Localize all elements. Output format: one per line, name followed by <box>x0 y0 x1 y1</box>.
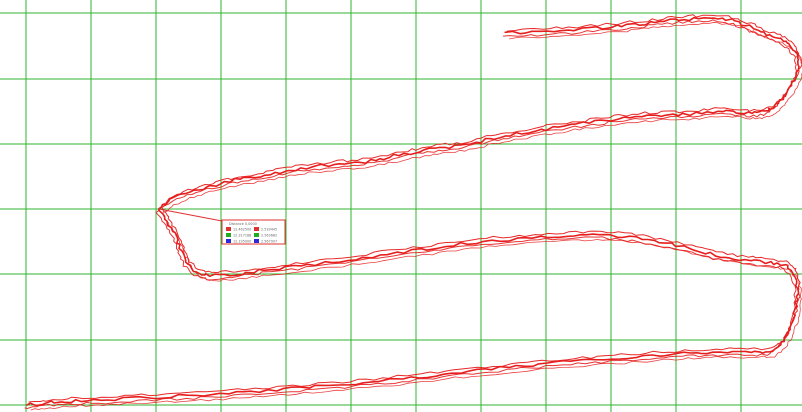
callout-box <box>221 219 286 245</box>
callout-value-2: 2.539445 <box>261 227 277 231</box>
trajectory-traces <box>24 14 802 411</box>
trajectory-trace-3 <box>24 19 798 409</box>
info-callout[interactable]: Distance 0.0000 12.462500 2.539445 12.3171… <box>158 208 286 245</box>
callout-value-6: 2.567007 <box>261 239 277 243</box>
callout-title: Distance 0.0000 <box>229 222 257 226</box>
callout-swatch-6 <box>254 239 259 243</box>
callout-value-1: 12.462500 <box>233 227 251 231</box>
trajectory-trace-4 <box>30 21 802 411</box>
callout-value-4: 2.563682 <box>261 233 277 237</box>
callout-value-3: 12.317188 <box>233 233 251 237</box>
callout-entries: 12.462500 2.539445 12.317188 2.563682 12.195… <box>226 227 277 243</box>
callout-value-5: 12.195000 <box>233 239 251 243</box>
callout-swatch-1 <box>226 227 231 231</box>
callout-swatch-3 <box>226 233 231 237</box>
callout-leader-line <box>158 208 223 222</box>
callout-swatch-4 <box>254 233 259 237</box>
callout-swatch-2 <box>254 227 259 231</box>
callout-swatch-5 <box>226 239 231 243</box>
